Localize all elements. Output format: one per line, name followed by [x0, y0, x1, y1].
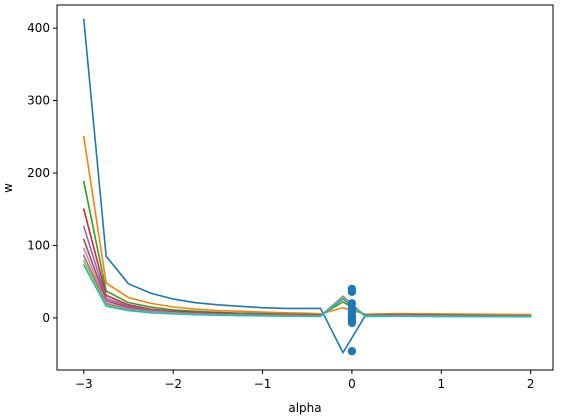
y-tick-label: 100: [27, 238, 50, 252]
y-tick-label: 200: [27, 166, 50, 180]
x-tick-label: 1: [437, 377, 445, 391]
series-line-6: [82, 238, 532, 318]
series-line-4: [82, 208, 532, 317]
scatter-layer: [347, 284, 357, 356]
x-tick-label: −3: [75, 377, 93, 391]
series-layer: [82, 18, 532, 354]
y-axis-label: w: [1, 183, 15, 193]
x-tick-label: 2: [527, 377, 535, 391]
y-tick-label: 400: [27, 21, 50, 35]
series-line-3: [82, 180, 532, 317]
x-tick-label: −2: [164, 377, 182, 391]
scatter-point: [347, 318, 357, 328]
y-tick-label: 300: [27, 94, 50, 108]
ticks-layer: −3 −2 −1 0 1 2 0 100 200 300 400: [27, 21, 534, 391]
x-tick-label: −1: [254, 377, 272, 391]
plot-frame: [56, 4, 554, 371]
scatter-point: [347, 287, 357, 296]
y-tick-label: 0: [42, 311, 50, 325]
scatter-point: [347, 346, 357, 356]
x-axis-label: alpha: [288, 401, 321, 415]
series-line-10: [82, 263, 532, 318]
x-tick-label: 0: [348, 377, 356, 391]
series-line-2: [82, 135, 532, 316]
